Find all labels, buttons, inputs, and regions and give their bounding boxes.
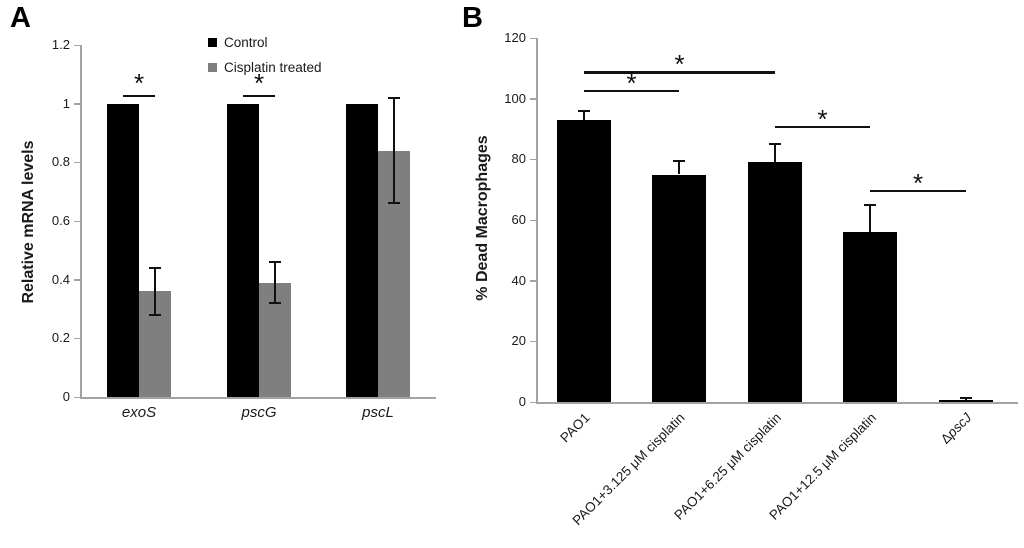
- y-tick-label: 120: [504, 30, 526, 45]
- error-bar-cap-top: [269, 261, 281, 264]
- x-axis-line: [536, 402, 1018, 404]
- y-tick-label: 0.4: [51, 271, 70, 287]
- category-label-part: exoS: [121, 404, 157, 421]
- category-label-2: pscL: [318, 404, 438, 421]
- x-axis-line: [80, 397, 436, 399]
- legend-item-0: Control: [208, 34, 268, 50]
- category-label-0: exoS: [79, 404, 199, 421]
- panel-a-letter: A: [10, 2, 31, 34]
- bar-s0-c1: [227, 103, 259, 397]
- y-axis-line: [80, 45, 82, 399]
- legend-swatch: [208, 37, 217, 47]
- bar-s0-c4: [939, 400, 993, 402]
- error-bar-line: [869, 204, 871, 233]
- y-tick-mark: [530, 280, 536, 282]
- legend-swatch: [208, 62, 217, 72]
- y-axis-line: [536, 38, 538, 404]
- category-label-3: PAO1+12.5 μM cisplatin: [766, 410, 879, 523]
- y-tick-label: 0.2: [51, 330, 70, 346]
- y-tick-mark: [530, 219, 536, 221]
- y-tick-mark: [74, 279, 80, 281]
- error-bar-line: [678, 160, 680, 175]
- category-label-1: PAO1+3.125 μM cisplatin: [570, 410, 688, 528]
- error-bar-line: [154, 267, 156, 315]
- significance-line-1: [584, 71, 775, 74]
- y-tick-mark: [530, 401, 536, 403]
- error-bar-cap-bottom: [388, 202, 400, 205]
- error-bar-line: [393, 97, 395, 204]
- significance-asterisk-1: *: [253, 67, 265, 98]
- significance-asterisk-2: *: [817, 103, 828, 134]
- y-tick-mark: [530, 37, 536, 39]
- error-bar-line: [274, 262, 276, 304]
- bar-s0-c1: [652, 174, 706, 402]
- category-label-part: PAO1+12.5 μM cisplatin: [765, 410, 879, 523]
- legend-label: Cisplatin treated: [224, 59, 322, 75]
- error-bar-cap-top: [388, 96, 400, 99]
- legend-item-1: Cisplatin treated: [208, 59, 322, 75]
- y-tick-mark: [74, 337, 80, 340]
- error-bar-line: [583, 110, 585, 120]
- y-tick-label: 20: [511, 333, 526, 349]
- y-tick-mark: [74, 396, 80, 398]
- error-bar-cap-bottom: [269, 302, 281, 305]
- significance-line-1: [243, 94, 275, 98]
- error-bar-cap-top: [769, 143, 781, 146]
- y-tick-label: 80: [511, 151, 526, 167]
- y-tick-mark: [530, 158, 536, 161]
- significance-line-0: [123, 94, 155, 98]
- bar-s0-c2: [748, 162, 802, 402]
- y-tick-label: 100: [504, 90, 526, 106]
- y-tick-mark: [530, 340, 536, 343]
- significance-line-2: [775, 125, 870, 129]
- category-label-part: PAO1: [557, 410, 593, 446]
- significance-line-3: [870, 189, 966, 193]
- error-bar-cap-top: [673, 159, 685, 162]
- bar-s0-c3: [843, 232, 897, 402]
- y-tick-mark: [530, 98, 536, 100]
- category-label-part: pscG: [241, 404, 277, 421]
- error-bar-cap-top: [960, 397, 972, 400]
- error-bar-cap-top: [149, 266, 161, 269]
- category-label-1: pscG: [199, 404, 319, 421]
- bar-s0-c0: [557, 119, 611, 402]
- panel-b-letter: B: [462, 2, 483, 34]
- bar-s0-c2: [346, 103, 378, 397]
- error-bar-line: [774, 144, 776, 163]
- error-bar-cap-top: [864, 203, 876, 206]
- significance-asterisk-0: *: [133, 67, 145, 98]
- y-tick-mark: [74, 161, 80, 164]
- error-bar-cap-top: [578, 109, 590, 112]
- y-tick-label: 1: [62, 95, 70, 111]
- legend-label: Control: [224, 34, 268, 50]
- category-label-part: PAO1+6.25 μM cisplatin: [670, 410, 784, 523]
- significance-line-0: [584, 89, 679, 93]
- category-label-0: PAO1: [557, 410, 592, 445]
- significance-asterisk-1: *: [674, 49, 685, 80]
- error-bar-cap-bottom: [149, 313, 161, 316]
- category-label-part: pscL: [362, 404, 394, 421]
- y-tick-label: 0: [518, 394, 526, 409]
- y-tick-mark: [74, 103, 80, 105]
- y-tick-label: 0: [62, 389, 70, 404]
- y-tick-label: 0.6: [51, 213, 70, 228]
- bar-s0-c0: [107, 103, 139, 397]
- category-label-4: ΔpscJ: [938, 410, 975, 447]
- y-tick-mark: [74, 44, 80, 46]
- y-tick-label: 40: [511, 272, 526, 288]
- y-tick-label: 60: [511, 212, 526, 227]
- y-tick-label: 0.8: [51, 154, 70, 170]
- category-label-part: PAO1+3.125 μM cisplatin: [569, 410, 688, 529]
- significance-asterisk-3: *: [912, 167, 924, 198]
- y-tick-label: 1.2: [51, 37, 70, 52]
- significance-asterisk-0: *: [626, 67, 637, 98]
- y-tick-mark: [74, 220, 80, 222]
- category-label-2: PAO1+6.25 μM cisplatin: [671, 410, 784, 523]
